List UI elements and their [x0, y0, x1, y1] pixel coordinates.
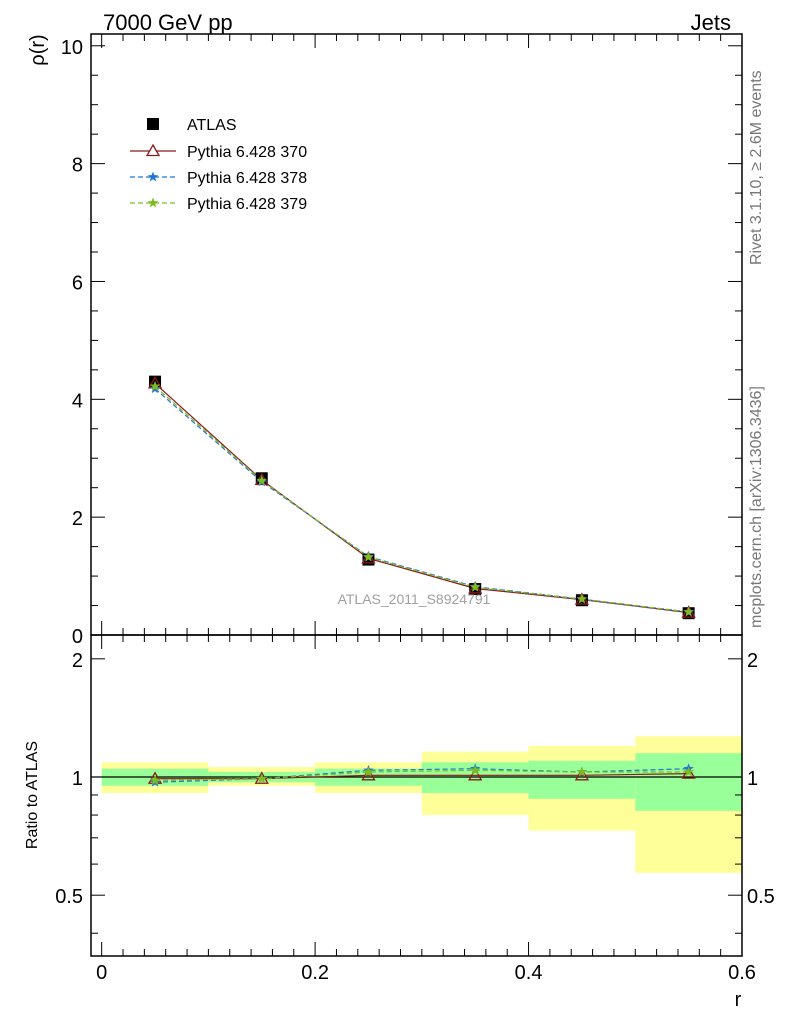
y-tick-label: 10 [61, 37, 83, 59]
legend-label: Pythia 6.428 370 [187, 144, 307, 161]
legend-label: Pythia 6.428 379 [187, 196, 307, 213]
pythia-379-point [363, 551, 374, 562]
legend-marker-atlas [147, 118, 159, 130]
y-tick-label: 2 [72, 508, 83, 530]
ratio-y-tick-label-left: 2 [72, 650, 83, 672]
ratio-point-marker [469, 764, 481, 775]
ratio-plot-frame [90, 634, 743, 957]
ratio-y-axis-label: Ratio to ATLAS [24, 741, 41, 849]
ratio-y-tick-label-right: 1 [747, 768, 758, 790]
series-line [154, 388, 689, 613]
x-axis-label: r [735, 989, 742, 1011]
ratio-point-marker [574, 768, 590, 781]
ratio-y-tick-label-left: 1 [72, 768, 83, 790]
pythia-379-point [683, 606, 694, 617]
legend-label: ATLAS [187, 117, 237, 134]
ratio-band-inner [635, 753, 742, 811]
ratio-series-line [154, 769, 689, 782]
y-axis-label: ρ(r) [27, 34, 49, 65]
pythia-370-point [361, 551, 376, 564]
ratio-y-tick-label-right: 0.5 [747, 886, 775, 908]
series-line [154, 385, 689, 613]
mcplots-reference-label: mcplots.cern.ch [arXiv:1306.3436] [748, 386, 765, 628]
rivet-version-label: Rivet 3.1.10, ≥ 2.6M events [748, 70, 765, 265]
x-tick-label: 0.2 [301, 962, 329, 984]
legend-label: Pythia 6.428 378 [187, 170, 307, 187]
x-tick-label: 0 [96, 962, 107, 984]
ratio-point-marker [683, 766, 694, 777]
header-left-label: 7000 GeV pp [103, 10, 233, 35]
ratio-y-tick-label-left: 0.5 [55, 886, 83, 908]
ratio-point-marker [256, 773, 267, 784]
pythia-379-point [149, 380, 161, 391]
analysis-watermark: ATLAS_2011_S8924791 [338, 591, 491, 607]
legend-marker [147, 197, 159, 208]
ratio-point-marker [149, 774, 161, 785]
series-line [154, 382, 689, 614]
x-tick-label: 0.6 [728, 962, 756, 984]
ratio-point-marker [363, 766, 374, 777]
y-tick-label: 0 [72, 626, 83, 648]
legend-marker [147, 171, 159, 182]
y-tick-label: 4 [72, 390, 83, 412]
legend-marker [145, 143, 161, 157]
y-tick-label: 8 [72, 155, 83, 177]
pythia-379-point [576, 593, 588, 604]
y-tick-label: 6 [72, 272, 83, 294]
pythia-379-point [469, 581, 481, 592]
main-panel: ATLAS Pythia 6.428 370 Pythia 6.428 378 Pyt… [27, 33, 743, 648]
x-tick-label: 0.4 [515, 962, 543, 984]
ratio-point-marker [576, 766, 588, 777]
pythia-370-point [468, 581, 483, 594]
ratio-panel: 0 0.2 0.4 0.6 r 0.5 0.5 1 1 2 2 Ratio to ATLAS [24, 634, 775, 1011]
header-right-label: Jets [691, 10, 731, 35]
pythia-379-point [256, 475, 267, 486]
ratio-y-tick-label-right: 2 [747, 650, 758, 672]
